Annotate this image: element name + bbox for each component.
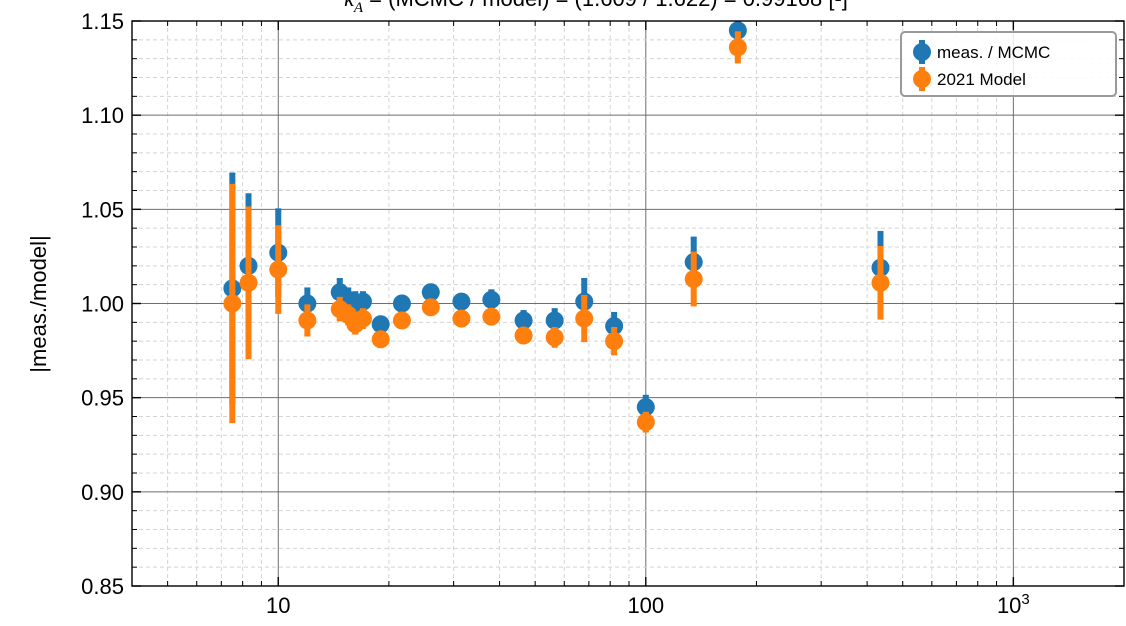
data-point: [353, 309, 372, 328]
y-tick-label: 1.05: [81, 197, 124, 222]
data-point: [514, 311, 533, 330]
data-point: [636, 398, 655, 417]
data-point: [871, 273, 890, 292]
data-point: [545, 328, 564, 347]
legend-label: 2021 Model: [937, 70, 1026, 89]
x-tick-label: 10: [266, 593, 290, 618]
data-layer: [223, 21, 890, 433]
data-point: [371, 330, 390, 349]
data-point: [482, 290, 501, 309]
data-point: [421, 283, 440, 302]
data-point: [728, 21, 747, 40]
data-point: [239, 273, 258, 292]
y-tick-label: 1.10: [81, 103, 124, 128]
y-tick-label: 1.15: [81, 9, 124, 34]
tick-labels: 0.85 0.90 0.95 1.00 1.05 1.10 1.15 10 100 103: [81, 9, 1030, 618]
data-point: [371, 315, 390, 334]
y-tick-label: 0.85: [81, 574, 124, 599]
y-tick-label: 0.95: [81, 386, 124, 411]
data-point: [482, 307, 501, 326]
data-point: [392, 294, 411, 313]
data-point: [605, 332, 624, 351]
legend: meas. / MCMC 2021 Model: [900, 31, 1117, 97]
data-point: [298, 294, 317, 313]
ticks: [132, 20, 1124, 587]
y-tick-label: 0.90: [81, 480, 124, 505]
data-point: [223, 294, 242, 313]
legend-item: 2021 Model: [913, 67, 1026, 91]
data-point: [353, 292, 372, 311]
data-point: [575, 309, 594, 328]
data-point: [452, 309, 471, 328]
legend-item: meas. / MCMC: [913, 40, 1050, 64]
legend-box: [900, 31, 1117, 97]
data-point: [545, 311, 564, 330]
data-point: [269, 260, 288, 279]
data-point: [514, 326, 533, 345]
data-point: [452, 292, 471, 311]
legend-marker: [913, 70, 931, 88]
x-tick-label: 103: [997, 591, 1030, 618]
data-point: [298, 311, 317, 330]
data-point: [728, 38, 747, 57]
legend-marker: [913, 43, 931, 61]
series-2021-model: [223, 31, 890, 433]
y-axis-label: |meas./model|: [26, 235, 51, 372]
legend-label: meas. / MCMC: [937, 43, 1050, 62]
data-point: [392, 311, 411, 330]
y-tick-label: 1.00: [81, 292, 124, 317]
data-point: [421, 298, 440, 317]
chart-title: kA = (MCMC / model) = (1.609 / 1.622) = …: [344, 0, 848, 16]
data-point: [605, 317, 624, 336]
data-point: [684, 270, 703, 289]
data-point: [636, 413, 655, 432]
x-tick-label: 100: [627, 593, 664, 618]
